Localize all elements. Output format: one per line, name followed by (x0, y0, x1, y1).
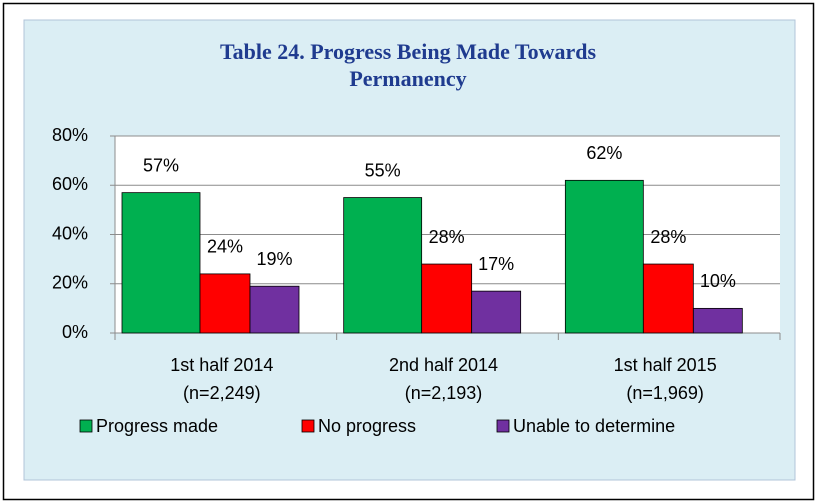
value-label: 55% (365, 160, 401, 180)
chart-title: Table 24. Progress Being Made Towards Pe… (219, 39, 597, 91)
value-label: 17% (478, 254, 514, 274)
bar (343, 197, 423, 334)
x-tick-label: (n=2,193) (405, 383, 483, 403)
y-tick-label: 60% (52, 174, 88, 194)
value-label: 57% (143, 155, 179, 175)
bar (692, 307, 743, 334)
bar (121, 192, 201, 334)
legend-label: No progress (318, 416, 416, 436)
x-tick-label: 1st half 2014 (170, 355, 273, 375)
bar (471, 290, 522, 334)
legend-label: Progress made (96, 416, 218, 436)
bar (642, 263, 694, 334)
x-tick-label: 1st half 2015 (614, 355, 717, 375)
bar (421, 263, 473, 334)
value-label: 19% (256, 249, 292, 269)
y-tick-label: 40% (52, 223, 88, 243)
x-tick-label: (n=1,969) (626, 383, 704, 403)
legend-swatch (301, 419, 315, 433)
value-label: 28% (429, 227, 465, 247)
value-label: 10% (700, 271, 736, 291)
y-tick-label: 80% (52, 125, 88, 145)
value-label: 62% (586, 143, 622, 163)
bar (249, 285, 300, 334)
y-tick-label: 20% (52, 273, 88, 293)
value-label: 28% (650, 227, 686, 247)
bar (564, 179, 644, 334)
value-label: 24% (207, 237, 243, 257)
legend-swatch (79, 419, 93, 433)
y-tick-label: 0% (62, 322, 88, 342)
legend-swatch (496, 419, 510, 433)
legend-label: Unable to determine (513, 416, 675, 436)
x-tick-label: (n=2,249) (183, 383, 261, 403)
bar (199, 273, 251, 334)
x-tick-label: 2nd half 2014 (389, 355, 498, 375)
